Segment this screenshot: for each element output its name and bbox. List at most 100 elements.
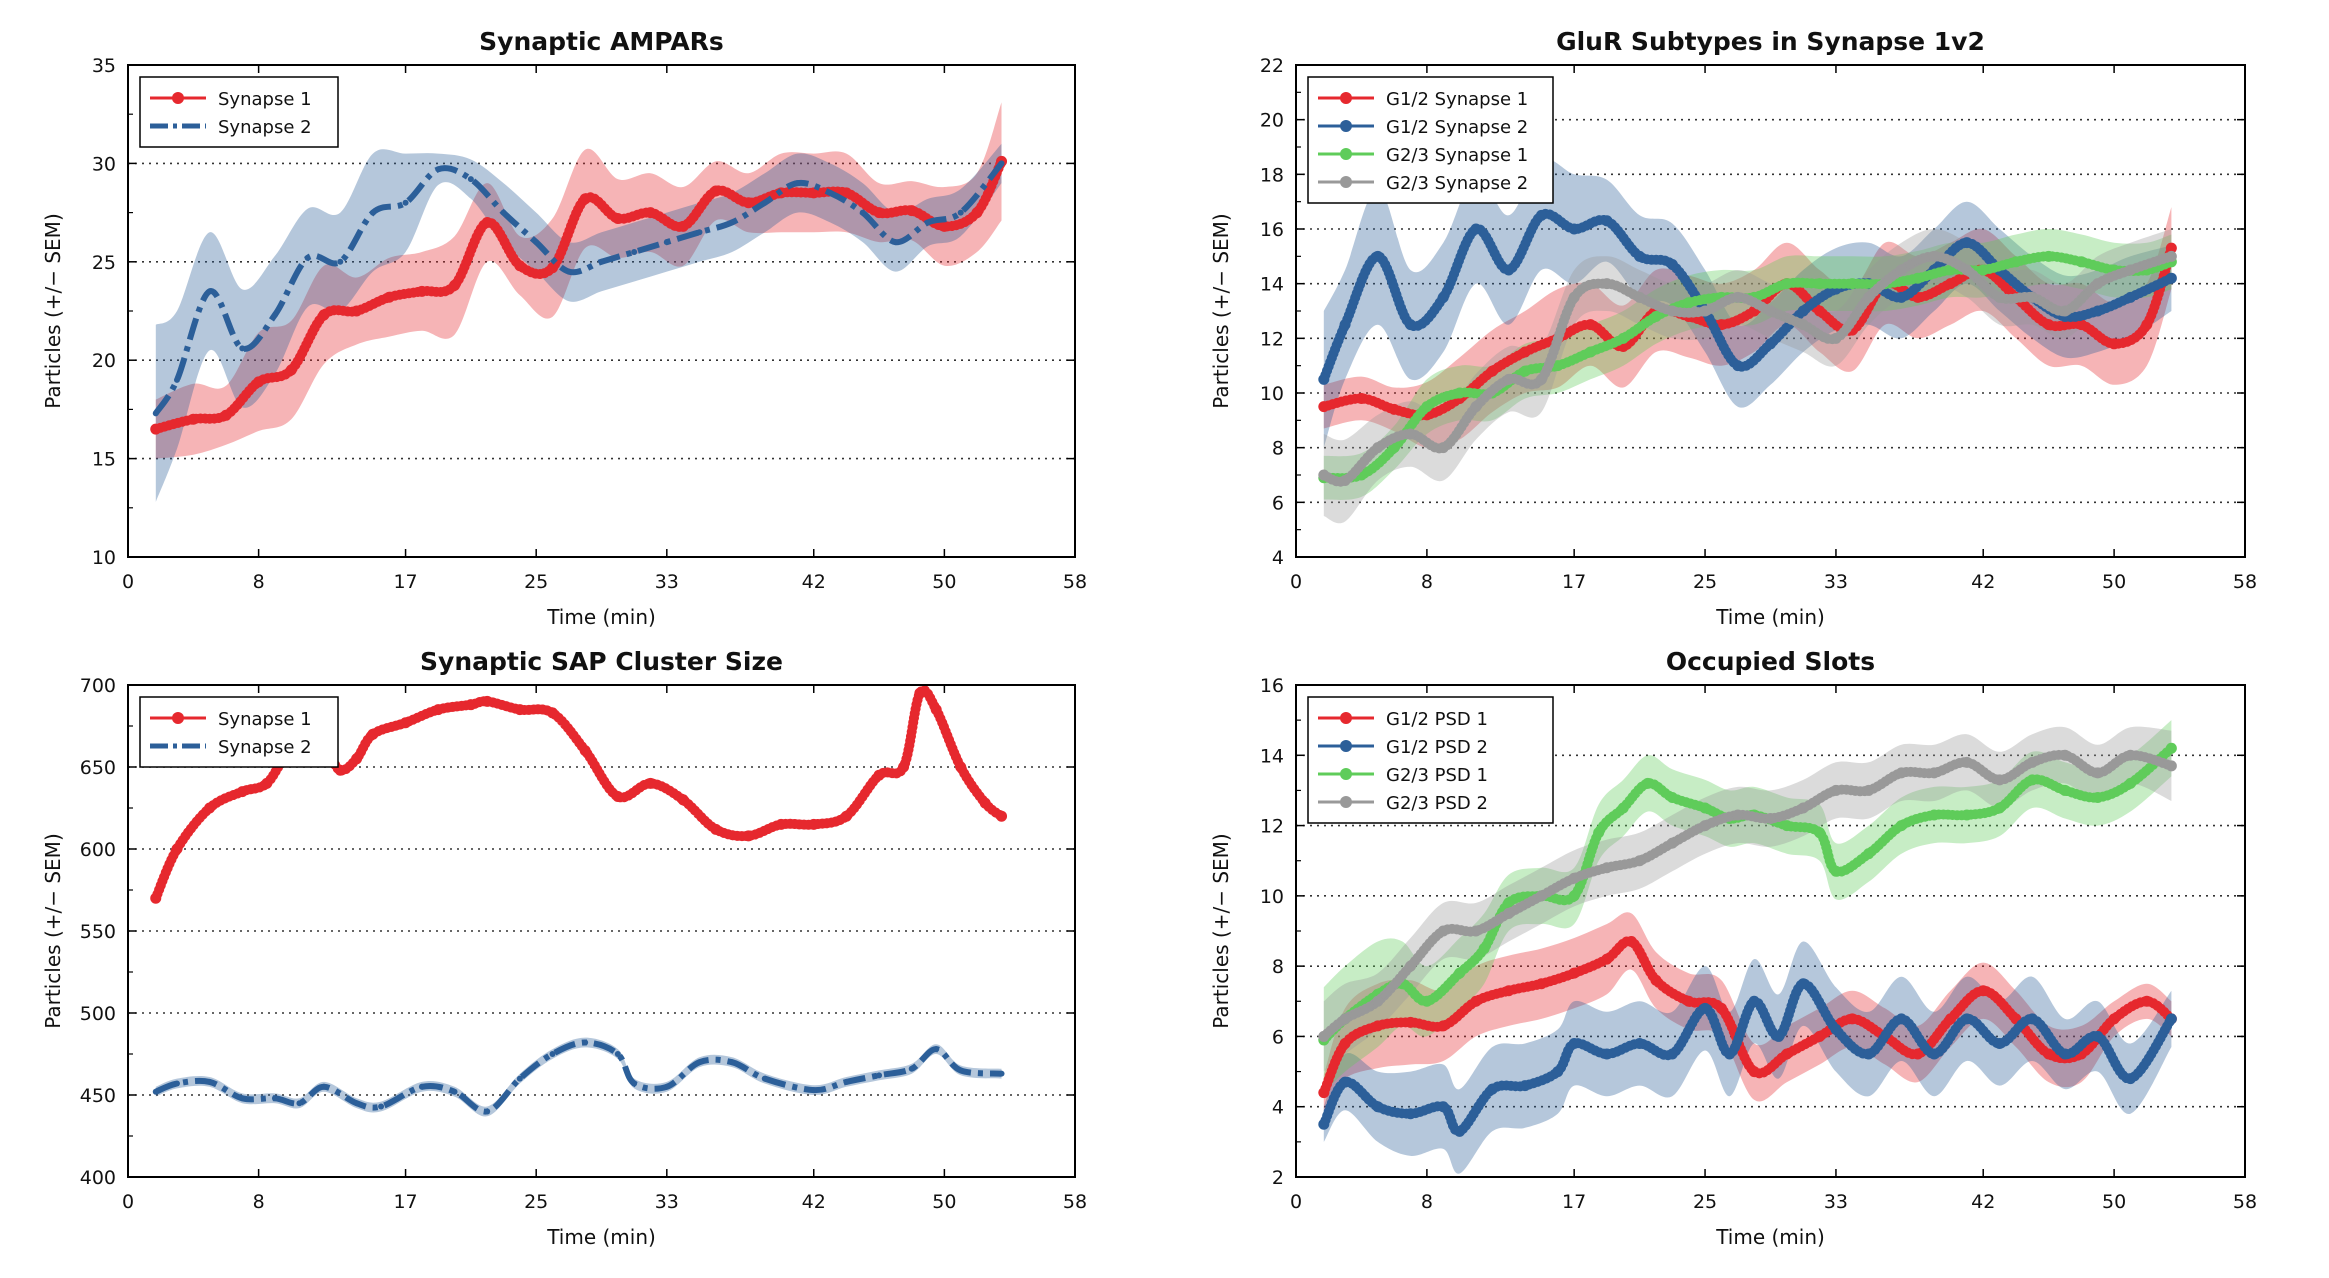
- data-point: [1666, 1048, 1678, 1060]
- data-point: [1912, 272, 1924, 284]
- data-point: [1568, 223, 1580, 235]
- data-point: [2059, 749, 2071, 761]
- data-point: [402, 199, 409, 206]
- data-point: [1977, 264, 1989, 276]
- chart-panel-4: 0 8 17 25 33 42 50 58 2 4 6 8 10 12 14 16 Occupied Slots…: [1209, 647, 2257, 1249]
- data-point: [794, 180, 801, 187]
- data-point: [1814, 305, 1826, 317]
- data-point: [1568, 872, 1580, 884]
- x-tick-label: 0: [1290, 1191, 1302, 1213]
- data-point: [383, 291, 395, 303]
- data-point: [677, 220, 689, 232]
- data-point: [1830, 332, 1842, 344]
- data-point: [598, 258, 605, 265]
- sem-band-2: [1323, 941, 2172, 1174]
- data-point: [840, 810, 852, 822]
- x-tick-label: 33: [655, 1191, 679, 1213]
- data-point: [1593, 827, 1605, 839]
- data-point: [612, 213, 624, 225]
- data-point: [2092, 1030, 2104, 1042]
- data-point: [2124, 749, 2136, 761]
- data-point: [1568, 1037, 1580, 1049]
- y-tick-label: 10: [1260, 886, 1284, 908]
- legend-label: G1/2 Synapse 1: [1386, 89, 1528, 110]
- data-point: [500, 209, 507, 216]
- data-point: [1781, 278, 1793, 290]
- data-point: [1601, 215, 1613, 227]
- data-point: [1650, 974, 1662, 986]
- data-point: [1634, 291, 1646, 303]
- data-point: [579, 745, 591, 757]
- y-tick-label: 8: [1272, 438, 1284, 460]
- data-point: [1617, 332, 1629, 344]
- x-tick-label: 17: [1562, 1191, 1586, 1213]
- data-point: [2059, 305, 2071, 317]
- data-point: [2026, 756, 2038, 768]
- data-point: [1666, 305, 1678, 317]
- data-point: [152, 410, 159, 417]
- data-point: [1994, 291, 2006, 303]
- x-tick-label: 42: [802, 1191, 826, 1213]
- data-point: [261, 777, 273, 789]
- data-point: [516, 1075, 523, 1082]
- y-tick-label: 700: [80, 675, 116, 697]
- x-tick-label: 0: [1290, 571, 1302, 593]
- legend-marker: [1340, 712, 1352, 724]
- y-tick-label: 10: [1260, 383, 1284, 405]
- legend: Synapse 1 Synapse 2: [139, 696, 339, 768]
- x-axis-label: Time (min): [1715, 1225, 1825, 1249]
- data-point: [644, 207, 656, 219]
- data-point: [2026, 774, 2038, 786]
- y-axis-label: Particles (+/− SEM): [41, 213, 65, 408]
- data-point: [1437, 1020, 1449, 1032]
- data-point: [1748, 1066, 1760, 1078]
- data-point: [1339, 1013, 1351, 1025]
- data-point: [998, 160, 1005, 167]
- data-point: [742, 830, 754, 842]
- data-point: [1454, 967, 1466, 979]
- data-point: [859, 209, 866, 216]
- data-point: [547, 262, 559, 274]
- data-point: [187, 413, 199, 425]
- x-axis-label: Time (min): [546, 605, 656, 629]
- chart-panel-3: 0 8 17 25 33 42 50 58 400 450 500 550 600 650 700 Synap…: [41, 647, 1087, 1249]
- y-tick-label: 2: [1272, 1167, 1284, 1189]
- chart-panel-1: 0 8 17 25 33 42 50 58 10 15 20 25 30 35 Synaptic AMPAR…: [41, 27, 1087, 629]
- data-point: [2141, 995, 2153, 1007]
- data-point: [2165, 1013, 2177, 1025]
- data-point: [1437, 291, 1449, 303]
- data-point: [1470, 995, 1482, 1007]
- legend-marker: [172, 712, 184, 724]
- data-point: [840, 187, 852, 199]
- data-point: [1699, 820, 1711, 832]
- chart-title: Occupied Slots: [1666, 647, 1875, 676]
- data-point: [1318, 1118, 1330, 1130]
- data-point: [1895, 1013, 1907, 1025]
- legend-marker: [1340, 120, 1352, 132]
- data-point: [1715, 1002, 1727, 1014]
- data-point: [206, 1078, 213, 1085]
- data-point: [1773, 1030, 1785, 1042]
- data-point: [2092, 767, 2104, 779]
- data-point: [1699, 305, 1711, 317]
- data-point: [1944, 1013, 1956, 1025]
- data-point: [1765, 338, 1776, 350]
- data-point: [1405, 960, 1417, 972]
- data-point: [914, 687, 926, 699]
- legend-label: Synapse 2: [218, 117, 312, 138]
- data-point: [1732, 809, 1744, 821]
- data-point: [996, 810, 1008, 822]
- legend-marker: [1340, 176, 1352, 188]
- x-tick-label: 42: [802, 571, 826, 593]
- data-point: [1895, 264, 1907, 276]
- data-point: [220, 409, 232, 421]
- data-point: [549, 1051, 556, 1057]
- data-point: [957, 1067, 964, 1074]
- data-point: [663, 1083, 670, 1090]
- y-tick-label: 400: [80, 1167, 116, 1189]
- data-point: [514, 260, 526, 272]
- data-point: [892, 239, 899, 246]
- data-point: [876, 1072, 883, 1079]
